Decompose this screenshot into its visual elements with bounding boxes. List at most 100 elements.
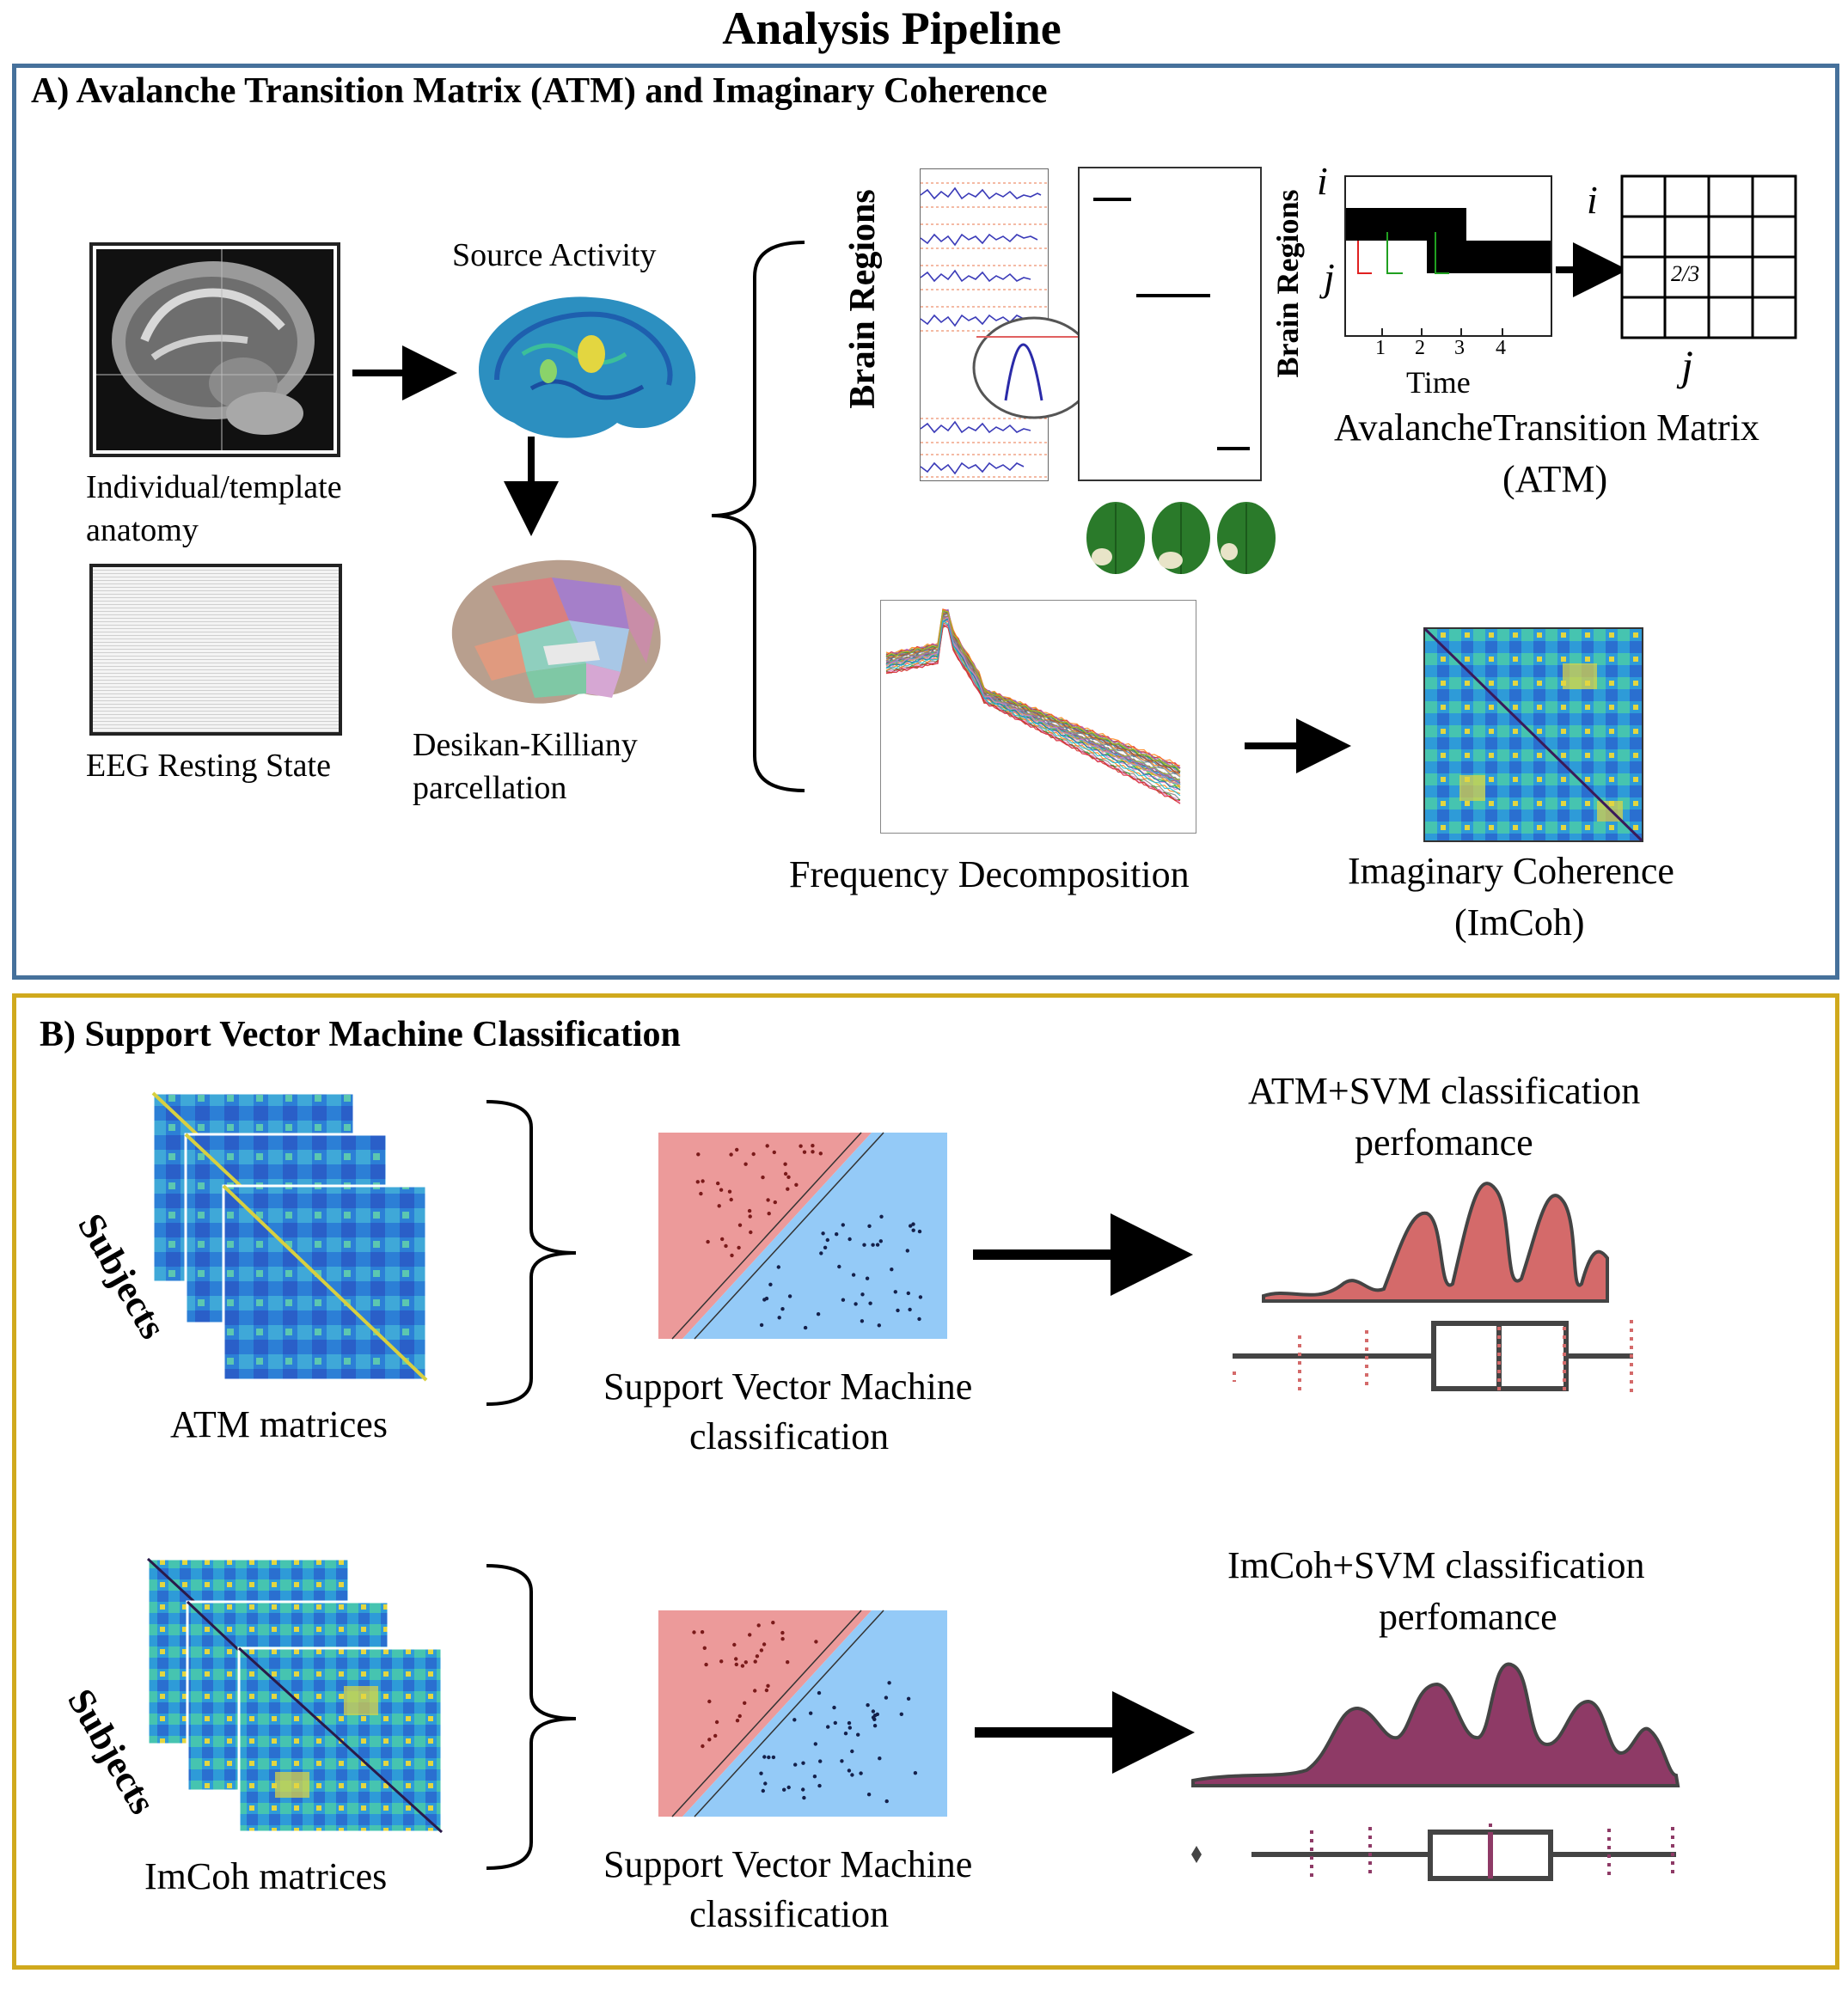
atm-j-label: j — [1324, 255, 1335, 299]
panel-a-title: A) Avalanche Transition Matrix (ATM) and… — [31, 71, 1048, 111]
panel-b — [12, 993, 1839, 1970]
svm-label-2a: Support Vector Machine — [603, 1843, 973, 1885]
svm-point-blue — [764, 1296, 769, 1301]
svm-point-red — [780, 1630, 785, 1635]
atm-performance-plot — [1233, 1182, 1633, 1392]
svm-point-blue — [854, 1302, 858, 1306]
svm-point-blue — [787, 1294, 792, 1298]
svm-point-blue — [780, 1307, 785, 1311]
parcellation-brain — [451, 559, 661, 704]
atm-label-2: (ATM) — [1502, 458, 1608, 500]
svm-point-red — [692, 1630, 696, 1634]
svm-point-blue — [887, 1681, 891, 1685]
svm-point-blue — [762, 1755, 767, 1759]
svm-point-red — [783, 1171, 788, 1176]
svm-point-red — [811, 1144, 815, 1148]
svm-point-red — [735, 1719, 740, 1723]
svm-point-blue — [825, 1237, 829, 1243]
svm-point-red — [743, 1701, 747, 1705]
svm-point-red — [737, 1714, 742, 1719]
svm-point-blue — [871, 1243, 875, 1247]
imcoh-performance-plot — [1191, 1662, 1680, 1884]
eeg-recording-image — [89, 564, 342, 736]
svm-class-region-red — [658, 1610, 872, 1817]
svm-point-blue — [848, 1237, 852, 1242]
svm-class-region-red — [658, 1133, 872, 1339]
svm-point-blue — [847, 1769, 852, 1773]
svm-point-blue — [777, 1316, 781, 1320]
freq-curve — [885, 620, 1181, 797]
svm-point-red — [751, 1152, 756, 1157]
svm-point-red — [717, 1204, 721, 1208]
svm-point-red — [756, 1623, 761, 1628]
freq-curve — [885, 609, 1181, 769]
svm-point-red — [748, 1633, 752, 1637]
svm-point-red — [701, 1179, 705, 1183]
atm-grid-matrix: 2/3 — [1620, 174, 1797, 339]
svm-point-blue — [803, 1325, 808, 1330]
freq-curve — [885, 609, 1181, 769]
freq-curve — [885, 616, 1181, 785]
svm-point-blue — [821, 1231, 825, 1236]
matrix-j-label: j — [1681, 341, 1693, 389]
svm-point-red — [716, 1181, 720, 1186]
svm-point-red — [729, 1197, 733, 1202]
svm-point-blue — [817, 1690, 822, 1695]
svm-plot-imcoh — [658, 1610, 947, 1817]
svm-point-blue — [856, 1732, 860, 1737]
svm-point-blue — [793, 1762, 798, 1767]
svm-point-blue — [767, 1755, 771, 1760]
svm-label-1a: Support Vector Machine — [603, 1365, 973, 1408]
svm-point-blue — [759, 1771, 763, 1775]
atm-perf-label-1: ATM+SVM classification — [1248, 1070, 1641, 1112]
svm-point-blue — [865, 1276, 870, 1280]
svm-point-blue — [884, 1799, 889, 1804]
svm-point-blue — [786, 1785, 791, 1790]
mri-label-2: anatomy — [86, 512, 199, 548]
svm-point-blue — [911, 1222, 915, 1226]
svm-point-blue — [759, 1323, 764, 1328]
source-brain — [479, 296, 696, 438]
svm-point-red — [700, 1630, 705, 1634]
svm-point-blue — [893, 1290, 897, 1294]
svm-point-red — [749, 1230, 753, 1235]
panel-a — [12, 64, 1839, 980]
svm-point-blue — [905, 1249, 909, 1253]
freq-curve — [885, 615, 1181, 785]
svm-point-blue — [872, 1724, 878, 1728]
svm-point-red — [786, 1660, 790, 1665]
svm-point-blue — [859, 1771, 863, 1775]
svm-plot-atm — [658, 1132, 947, 1340]
svm-point-blue — [819, 1251, 823, 1255]
svm-margin-line — [671, 1610, 862, 1817]
svm-point-blue — [761, 1788, 765, 1793]
svm-margin-line — [694, 1132, 884, 1340]
svm-point-blue — [801, 1761, 805, 1765]
imcoh-label-1: Imaginary Coherence — [1348, 850, 1674, 892]
svm-point-red — [699, 1191, 703, 1196]
svm-point-red — [707, 1699, 712, 1704]
svm-point-red — [753, 1659, 757, 1664]
svm-margin-line — [671, 1132, 862, 1340]
svm-point-blue — [809, 1711, 813, 1715]
svm-point-blue — [850, 1749, 854, 1754]
svm-point-red — [702, 1646, 707, 1650]
time-tick-2: 2 — [1415, 337, 1425, 359]
svm-point-blue — [875, 1243, 880, 1247]
freq-curve — [885, 624, 1181, 804]
svm-point-red — [737, 1245, 741, 1250]
parcellation-label-1: Desikan-Killiany — [413, 727, 638, 763]
imcoh-matrix — [1423, 627, 1643, 842]
svm-point-blue — [848, 1726, 852, 1730]
freq-curve — [885, 618, 1181, 791]
svm-point-red — [759, 1648, 764, 1653]
svm-point-red — [696, 1152, 701, 1157]
atm-i-label: i — [1317, 159, 1328, 203]
matrix-i-label: i — [1587, 178, 1598, 222]
freq-curve — [885, 612, 1181, 776]
svm-point-red — [713, 1733, 718, 1738]
atm-perf-label-2: perfomance — [1355, 1121, 1533, 1164]
freq-curve — [885, 608, 1181, 768]
svm-point-blue — [911, 1228, 915, 1232]
svm-point-blue — [866, 1703, 870, 1707]
